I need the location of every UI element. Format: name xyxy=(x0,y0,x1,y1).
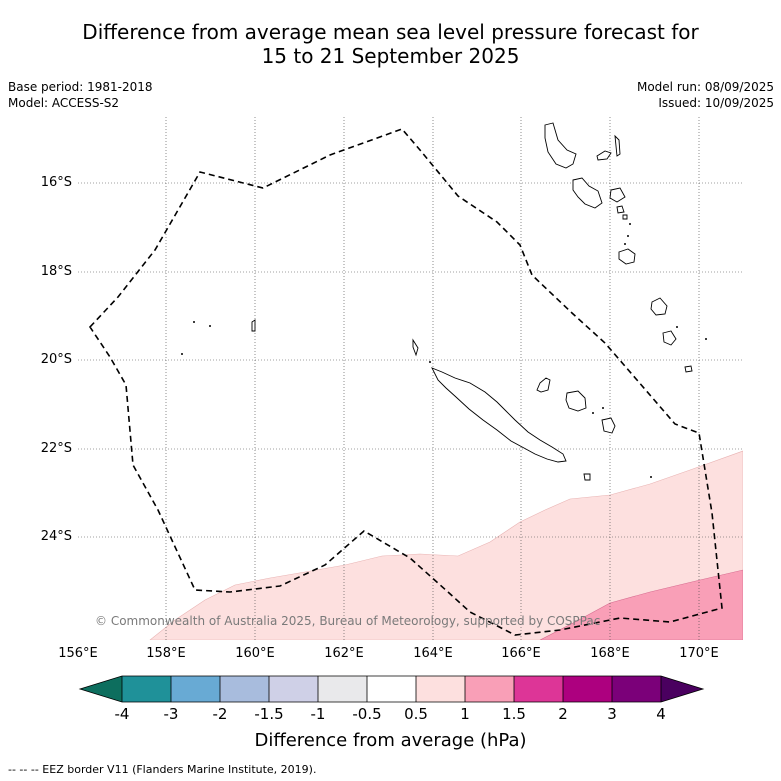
lat-label-24s: 24°S xyxy=(40,529,72,544)
colorbar-label-4: -1 xyxy=(310,705,326,723)
lon-label-166e: 166°E xyxy=(501,646,541,661)
maewo-island xyxy=(614,134,621,157)
belep-islands xyxy=(412,338,419,357)
colorbar-label-1: -3 xyxy=(163,705,179,723)
new-caledonia-main-island xyxy=(431,367,567,463)
pentecost-island xyxy=(609,187,626,203)
colorbar-label-8: 1.5 xyxy=(502,705,526,723)
shepherd-islands xyxy=(622,214,628,220)
tanna-island xyxy=(662,330,677,346)
lon-label-158e: 158°E xyxy=(146,646,186,661)
base-period-label: Base period: 1981-2018 xyxy=(8,80,153,94)
lifou-island xyxy=(565,390,587,412)
ile-des-pins xyxy=(583,473,591,481)
colorbar-label-7: 1 xyxy=(460,705,470,723)
aneityum-island xyxy=(684,365,693,373)
lon-label-170e: 170°E xyxy=(679,646,719,661)
lat-label-20s: 20°S xyxy=(40,352,72,367)
efate-island xyxy=(618,248,636,265)
model-run-label: Model run: 08/09/2025 xyxy=(636,80,774,94)
colorbar-label-11: 4 xyxy=(656,705,666,723)
colorbar-label-10: 3 xyxy=(607,705,617,723)
issued-label: Issued: 10/09/2025 xyxy=(658,96,774,110)
colorbar-title: Difference from average (hPa) xyxy=(254,730,527,751)
mare-island xyxy=(601,417,616,434)
ambae-island xyxy=(596,150,612,161)
ouvea-island xyxy=(536,377,551,393)
lat-label-16s: 16°S xyxy=(40,175,72,190)
map-title-line2: 15 to 21 September 2025 xyxy=(261,44,520,68)
chesterfield-islet xyxy=(251,319,256,332)
eez-footnote: -- -- -- EEZ border V11 (Flanders Marine… xyxy=(8,763,317,776)
lat-label-22s: 22°S xyxy=(40,441,72,456)
lon-label-162e: 162°E xyxy=(324,646,364,661)
colorbar-label-3: -1.5 xyxy=(254,705,284,723)
colorbar-label-0: -4 xyxy=(114,705,130,723)
lon-label-160e: 160°E xyxy=(235,646,275,661)
small-islets xyxy=(181,223,707,478)
colorbar-label-6: 0.5 xyxy=(404,705,428,723)
espiritu-santo-island xyxy=(544,122,577,169)
malekula-island xyxy=(572,177,603,209)
epi-island xyxy=(616,205,625,214)
erromango-island xyxy=(650,297,668,316)
lon-label-164e: 164°E xyxy=(413,646,453,661)
lat-label-18s: 18°S xyxy=(40,264,72,279)
eez-border xyxy=(88,128,723,636)
grid-lines xyxy=(78,117,743,640)
model-label: Model: ACCESS-S2 xyxy=(8,96,120,110)
map-title-line1: Difference from average mean sea level p… xyxy=(82,20,699,44)
copyright-notice: © Commonwealth of Australia 2025, Bureau… xyxy=(95,614,601,628)
map-area xyxy=(78,117,743,640)
anomaly-area-light-pink xyxy=(149,450,743,640)
lon-label-168e: 168°E xyxy=(590,646,630,661)
anomaly-area-pink xyxy=(539,569,743,640)
colorbar-label-2: -2 xyxy=(212,705,228,723)
lon-label-156e: 156°E xyxy=(58,646,98,661)
colorbar-label-5: -0.5 xyxy=(352,705,382,723)
colorbar-label-9: 2 xyxy=(558,705,568,723)
